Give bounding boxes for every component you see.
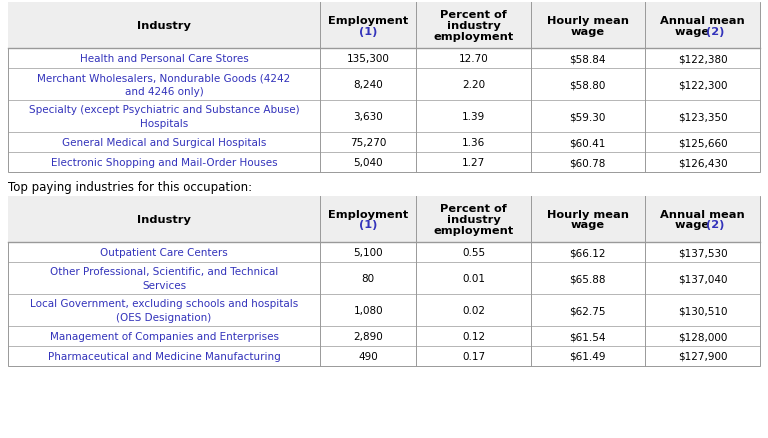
Text: $61.49: $61.49 — [570, 351, 606, 361]
Text: Percent of: Percent of — [440, 204, 507, 213]
Text: 2.20: 2.20 — [462, 80, 485, 90]
Text: 0.12: 0.12 — [462, 331, 485, 341]
Text: 0.17: 0.17 — [462, 351, 485, 361]
Text: 2,890: 2,890 — [353, 331, 383, 341]
Text: 1,080: 1,080 — [353, 305, 383, 315]
Text: $137,530: $137,530 — [677, 247, 727, 258]
Text: Employment: Employment — [328, 15, 409, 25]
Text: 3,630: 3,630 — [353, 112, 383, 122]
Text: 1.39: 1.39 — [462, 112, 485, 122]
Text: Merchant Wholesalers, Nondurable Goods (4242
and 4246 only): Merchant Wholesalers, Nondurable Goods (… — [38, 73, 290, 96]
Text: 1.27: 1.27 — [462, 158, 485, 168]
Text: Top paying industries for this occupation:: Top paying industries for this occupatio… — [8, 180, 252, 194]
Text: Other Professional, Scientific, and Technical
Services: Other Professional, Scientific, and Tech… — [50, 267, 278, 290]
Text: industry: industry — [447, 215, 501, 225]
Text: 0.02: 0.02 — [462, 305, 485, 315]
Text: 1.36: 1.36 — [462, 138, 485, 148]
Text: $59.30: $59.30 — [570, 112, 606, 122]
Text: $130,510: $130,510 — [677, 305, 727, 315]
Text: $122,380: $122,380 — [677, 54, 727, 64]
Text: Employment: Employment — [328, 209, 409, 219]
Text: 75,270: 75,270 — [350, 138, 386, 148]
Text: $126,430: $126,430 — [677, 158, 727, 168]
Text: Industry: Industry — [137, 21, 191, 31]
Text: Electronic Shopping and Mail-Order Houses: Electronic Shopping and Mail-Order House… — [51, 158, 277, 168]
Text: Annual mean: Annual mean — [660, 15, 745, 25]
Text: employment: employment — [433, 226, 514, 236]
Text: Health and Personal Care Stores: Health and Personal Care Stores — [80, 54, 248, 64]
Text: $122,300: $122,300 — [677, 80, 727, 90]
Text: 5,040: 5,040 — [353, 158, 383, 168]
Text: 135,300: 135,300 — [347, 54, 389, 64]
Text: $62.75: $62.75 — [570, 305, 606, 315]
Text: Hourly mean: Hourly mean — [547, 15, 629, 25]
Text: $125,660: $125,660 — [677, 138, 727, 148]
Text: General Medical and Surgical Hospitals: General Medical and Surgical Hospitals — [62, 138, 266, 148]
Text: (1): (1) — [359, 220, 377, 230]
Text: (1): (1) — [359, 26, 377, 36]
Text: $58.80: $58.80 — [570, 80, 606, 90]
Text: $128,000: $128,000 — [678, 331, 727, 341]
Text: Pharmaceutical and Medicine Manufacturing: Pharmaceutical and Medicine Manufacturin… — [48, 351, 280, 361]
Text: 5,100: 5,100 — [353, 247, 383, 258]
Text: Local Government, excluding schools and hospitals
(OES Designation): Local Government, excluding schools and … — [30, 299, 298, 322]
Text: $66.12: $66.12 — [570, 247, 606, 258]
Text: $61.54: $61.54 — [570, 331, 606, 341]
Text: wage: wage — [571, 26, 605, 36]
Text: (2): (2) — [707, 26, 725, 36]
Text: $65.88: $65.88 — [570, 273, 606, 283]
Bar — [8, 3, 760, 173]
Text: $58.84: $58.84 — [570, 54, 606, 64]
Text: (2): (2) — [707, 220, 725, 230]
Text: 80: 80 — [362, 273, 375, 283]
Text: Percent of: Percent of — [440, 10, 507, 20]
Text: 8,240: 8,240 — [353, 80, 383, 90]
Text: wage: wage — [571, 220, 605, 230]
Bar — [8, 3, 760, 49]
Text: Hourly mean: Hourly mean — [547, 209, 629, 219]
Text: wage: wage — [675, 26, 713, 36]
Text: $123,350: $123,350 — [677, 112, 727, 122]
Text: Outpatient Care Centers: Outpatient Care Centers — [100, 247, 228, 258]
Text: Annual mean: Annual mean — [660, 209, 745, 219]
Text: Industry: Industry — [137, 215, 191, 225]
Text: 490: 490 — [359, 351, 378, 361]
Text: 0.55: 0.55 — [462, 247, 485, 258]
Text: $60.41: $60.41 — [570, 138, 606, 148]
Text: 0.01: 0.01 — [462, 273, 485, 283]
Text: 12.70: 12.70 — [458, 54, 488, 64]
Text: employment: employment — [433, 32, 514, 42]
Bar — [8, 197, 760, 366]
Text: Specialty (except Psychiatric and Substance Abuse)
Hospitals: Specialty (except Psychiatric and Substa… — [28, 105, 300, 128]
Text: wage: wage — [675, 220, 713, 230]
Text: Management of Companies and Enterprises: Management of Companies and Enterprises — [50, 331, 279, 341]
Text: $127,900: $127,900 — [677, 351, 727, 361]
Text: $137,040: $137,040 — [677, 273, 727, 283]
Bar — [8, 197, 760, 243]
Text: industry: industry — [447, 21, 501, 31]
Text: $60.78: $60.78 — [570, 158, 606, 168]
